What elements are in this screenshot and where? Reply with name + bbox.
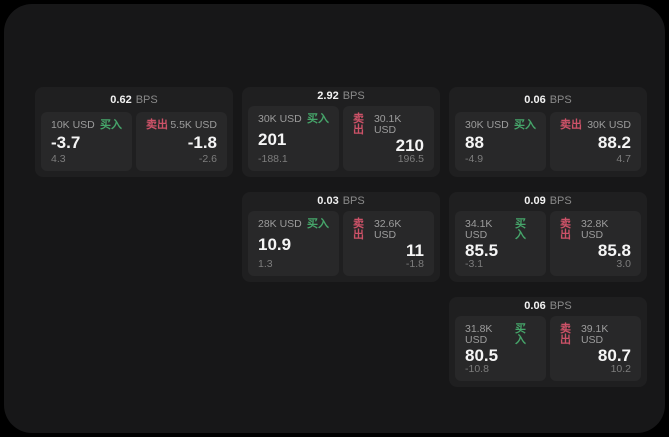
spread-header: 2.92 BPS	[248, 87, 434, 106]
sell-badge: 卖出	[353, 112, 364, 136]
spread-header: 0.03 BPS	[248, 192, 434, 211]
spread-value: 0.06	[524, 300, 546, 313]
spread-header: 0.06 BPS	[455, 87, 641, 112]
buy-change: -4.9	[465, 152, 484, 165]
buy-price: 80.5	[465, 345, 499, 365]
buy-badge: 买入	[515, 217, 527, 241]
sell-amount: 32.8K USD	[580, 218, 609, 241]
sell-badge: 卖出	[560, 322, 571, 346]
sell-change: -1.8	[405, 257, 424, 270]
sell-quote-panel[interactable]: 卖出 39.1K USD 80.7 10.2	[550, 315, 641, 381]
buy-amount: 30K USD	[258, 112, 302, 125]
buy-price: 85.5	[465, 240, 499, 260]
buy-quote-panel[interactable]: 30K USD 买入 88 -4.9	[455, 112, 546, 171]
buy-quote-panel[interactable]: 34.1K USD 买入 85.5 -3.1	[455, 210, 546, 276]
spread-header: 0.09 BPS	[455, 192, 641, 211]
app-surface: 0.62 BPS 10K USD 买入 -3.7 4.3 卖出 5.5K USD	[4, 4, 665, 433]
sell-amount: 32.6K USD	[373, 218, 402, 241]
sell-change: 3.0	[616, 257, 631, 270]
buy-badge: 买入	[515, 322, 527, 346]
spread-value: 0.06	[524, 93, 546, 106]
spread-unit: BPS	[342, 195, 365, 208]
buy-quote-panel[interactable]: 10K USD 买入 -3.7 4.3	[41, 112, 132, 171]
spread-header: 0.06 BPS	[455, 297, 641, 316]
spread-unit: BPS	[342, 90, 365, 103]
buy-quote-panel[interactable]: 31.8K USD 买入 80.5 -10.8	[455, 315, 546, 381]
quote-card-grid: 0.62 BPS 10K USD 买入 -3.7 4.3 卖出 5.5K USD	[35, 87, 647, 387]
spread-unit: BPS	[135, 93, 158, 106]
sell-price: 80.7	[597, 345, 631, 365]
spread-value: 0.09	[524, 195, 546, 208]
sell-badge: 卖出	[146, 119, 168, 131]
buy-change: -188.1	[258, 152, 288, 165]
buy-quote-panel[interactable]: 28K USD 买入 10.9 1.3	[248, 210, 339, 276]
buy-badge: 买入	[100, 119, 122, 131]
quote-card: 0.06 BPS 31.8K USD 买入 80.5 -10.8 卖出 39.1…	[449, 297, 647, 387]
buy-change: -3.1	[465, 257, 484, 270]
sell-change: 10.2	[610, 362, 631, 375]
sell-quote-panel[interactable]: 卖出 32.6K USD 11 -1.8	[343, 210, 434, 276]
sell-badge: 卖出	[560, 119, 582, 131]
sell-change: 196.5	[397, 152, 424, 165]
buy-amount: 31.8K USD	[465, 323, 493, 346]
sell-amount: 5.5K USD	[170, 119, 217, 132]
sell-amount: 30K USD	[587, 119, 631, 132]
buy-price: 201	[258, 130, 287, 149]
buy-price: 88	[465, 133, 484, 153]
buy-badge: 买入	[307, 112, 329, 125]
sell-price: -1.8	[187, 133, 217, 153]
sell-price: 85.8	[597, 240, 631, 260]
sell-amount: 39.1K USD	[580, 323, 609, 346]
quote-card: 0.03 BPS 28K USD 买入 10.9 1.3 卖出 32.6K US…	[242, 192, 440, 282]
buy-change: 1.3	[258, 257, 273, 270]
sell-price: 210	[395, 135, 424, 155]
sell-badge: 卖出	[353, 217, 364, 241]
quote-card: 0.62 BPS 10K USD 买入 -3.7 4.3 卖出 5.5K USD	[35, 87, 233, 177]
sell-change: 4.7	[616, 152, 631, 165]
sell-quote-panel[interactable]: 卖出 32.8K USD 85.8 3.0	[550, 210, 641, 276]
buy-badge: 买入	[307, 217, 329, 230]
buy-badge: 买入	[514, 119, 536, 131]
spread-header: 0.62 BPS	[41, 87, 227, 112]
sell-quote-panel[interactable]: 卖出 30.1K USD 210 196.5	[343, 105, 434, 171]
quote-card: 0.09 BPS 34.1K USD 买入 85.5 -3.1 卖出 32.8K…	[449, 192, 647, 282]
spread-value: 2.92	[317, 90, 339, 103]
spread-unit: BPS	[549, 195, 572, 208]
sell-amount: 30.1K USD	[373, 113, 402, 136]
quote-card: 2.92 BPS 30K USD 买入 201 -188.1 卖出 30.1K …	[242, 87, 440, 177]
spread-unit: BPS	[549, 93, 572, 106]
buy-amount: 10K USD	[51, 119, 95, 132]
sell-badge: 卖出	[560, 217, 571, 241]
buy-amount: 28K USD	[258, 217, 302, 230]
sell-price: 11	[406, 240, 424, 260]
sell-quote-panel[interactable]: 卖出 30K USD 88.2 4.7	[550, 112, 641, 171]
spread-value: 0.62	[110, 93, 132, 106]
buy-amount: 34.1K USD	[465, 218, 493, 241]
sell-price: 88.2	[597, 133, 631, 153]
buy-quote-panel[interactable]: 30K USD 买入 201 -188.1	[248, 105, 339, 171]
buy-amount: 30K USD	[465, 119, 509, 132]
buy-change: -10.8	[465, 362, 489, 375]
buy-change: 4.3	[51, 152, 66, 165]
sell-change: -2.6	[198, 152, 217, 165]
spread-value: 0.03	[317, 195, 339, 208]
buy-price: -3.7	[51, 133, 81, 153]
quote-card: 0.06 BPS 30K USD 买入 88 -4.9 卖出 30K USD	[449, 87, 647, 177]
sell-quote-panel[interactable]: 卖出 5.5K USD -1.8 -2.6	[136, 112, 227, 171]
spread-unit: BPS	[549, 300, 572, 313]
buy-price: 10.9	[258, 235, 292, 254]
